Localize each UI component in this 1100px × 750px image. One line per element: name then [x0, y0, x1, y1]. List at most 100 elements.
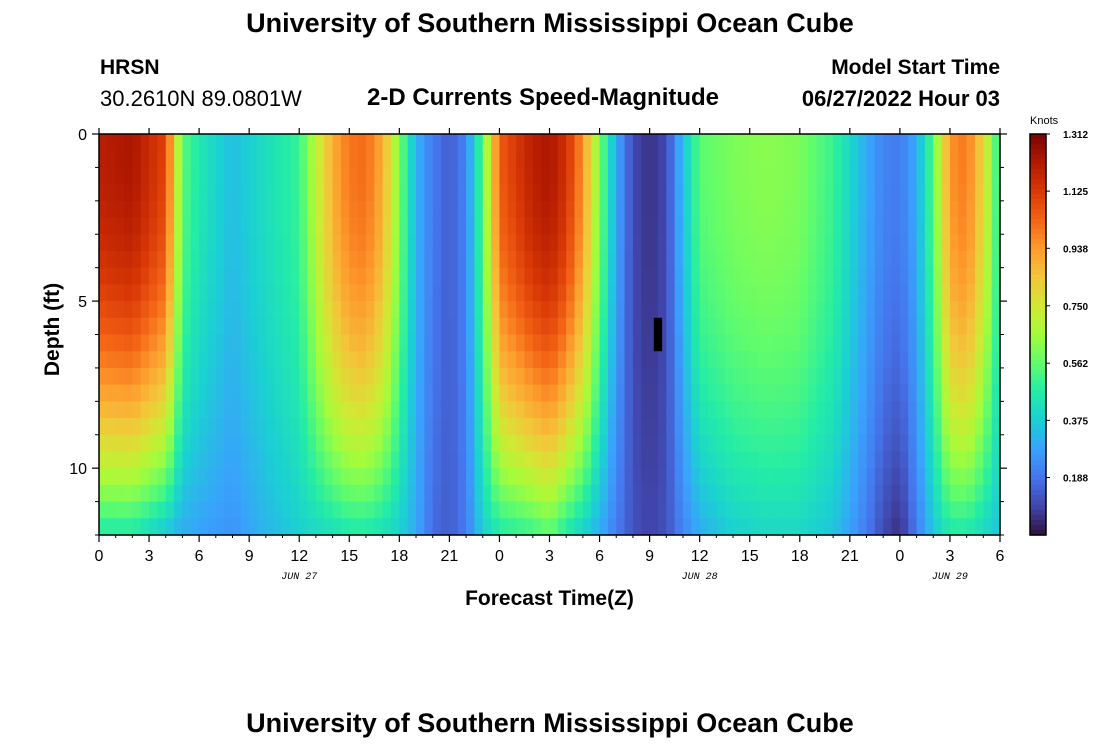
heatmap-cell — [858, 234, 868, 252]
heatmap-cell — [132, 484, 142, 503]
heatmap-cell — [257, 351, 267, 369]
heatmap-cell — [274, 234, 284, 252]
heatmap-cell — [824, 518, 834, 536]
heatmap-cell — [265, 284, 275, 302]
heatmap-cell — [749, 250, 759, 269]
heatmap-cell — [858, 284, 868, 302]
x-tick-label: 12 — [290, 548, 308, 565]
heatmap-cell — [891, 351, 901, 369]
heatmap-cell — [457, 167, 467, 185]
heatmap-cell — [866, 317, 876, 336]
heatmap-cell — [641, 451, 651, 469]
heatmap-cell — [115, 134, 125, 152]
heatmap-cell — [599, 401, 609, 419]
heatmap-cell — [290, 468, 300, 486]
heatmap-cell — [874, 250, 884, 269]
heatmap-cell — [124, 150, 133, 169]
heatmap-cell — [516, 501, 526, 519]
heatmap-cell — [399, 200, 409, 219]
heatmap-cell — [574, 468, 584, 486]
heatmap-cell — [991, 468, 1001, 486]
heatmap-cell — [674, 468, 684, 486]
heatmap-cell — [474, 384, 484, 402]
heatmap-cell — [808, 301, 818, 319]
heatmap-cell — [416, 184, 425, 202]
heatmap-cell — [190, 418, 200, 436]
heatmap-cell — [416, 501, 425, 519]
heatmap-cell — [766, 184, 776, 202]
heatmap-cell — [491, 418, 501, 436]
heatmap-cell — [457, 200, 467, 219]
heatmap-cell — [783, 150, 793, 169]
heatmap-cell — [449, 334, 459, 352]
heatmap-cell — [591, 167, 601, 185]
heatmap-cell — [407, 351, 417, 369]
heatmap-cell — [858, 351, 868, 369]
heatmap-cell — [858, 418, 868, 436]
heatmap-cell — [574, 501, 584, 519]
heatmap-cell — [641, 367, 651, 386]
heatmap-cell — [582, 184, 592, 202]
heatmap-cell — [349, 200, 359, 219]
heatmap-cell — [349, 167, 359, 185]
heatmap-cell — [99, 418, 108, 436]
heatmap-cell — [733, 468, 742, 486]
heatmap-cell — [733, 384, 742, 402]
heatmap-cell — [340, 250, 350, 269]
heatmap-cell — [507, 518, 517, 536]
x-tick-label: 3 — [545, 548, 554, 565]
heatmap-cell — [749, 501, 759, 519]
heatmap-cell — [808, 150, 818, 169]
heatmap-cell — [182, 367, 192, 386]
heatmap-cell — [274, 518, 284, 536]
heatmap-cell — [157, 451, 167, 469]
heatmap-cell — [933, 184, 943, 202]
heatmap-cell — [390, 250, 400, 269]
heatmap-cell — [474, 150, 484, 169]
colorbar-segment — [1030, 189, 1046, 195]
heatmap-cell — [591, 184, 601, 202]
heatmap-cell — [441, 184, 450, 202]
heatmap-cell — [115, 401, 125, 419]
heatmap-cell — [641, 351, 651, 369]
heatmap-cell — [741, 284, 751, 302]
heatmap-cell — [491, 317, 501, 336]
heatmap-cell — [916, 134, 926, 152]
heatmap-cell — [374, 468, 384, 486]
colorbar-segment — [1030, 289, 1046, 295]
heatmap-cell — [691, 184, 701, 202]
heatmap-cell — [682, 468, 692, 486]
heatmap-cell — [599, 351, 609, 369]
heatmap-cell — [741, 317, 751, 336]
heatmap-cell — [390, 150, 400, 169]
heatmap-cell — [566, 418, 576, 436]
heatmap-cell — [799, 434, 809, 453]
colorbar-frame — [1029, 133, 1047, 536]
heatmap-cell — [783, 451, 793, 469]
heatmap-cell — [949, 167, 959, 185]
heatmap-cell — [908, 234, 918, 252]
heatmap-cell — [733, 451, 742, 469]
heatmap-cell — [774, 250, 784, 269]
heatmap-cell — [682, 501, 692, 519]
heatmap-cell — [649, 351, 659, 369]
colorbar-segment — [1030, 164, 1046, 170]
heatmap-cell — [265, 167, 275, 185]
heatmap-cell — [432, 150, 442, 169]
heatmap-cell — [866, 167, 876, 185]
heatmap-cell — [949, 484, 959, 503]
heatmap-cell — [224, 234, 234, 252]
heatmap-cell — [157, 317, 167, 336]
heatmap-cell — [507, 200, 517, 219]
heatmap-cell — [666, 184, 676, 202]
heatmap-cell — [240, 468, 250, 486]
heatmap-cell — [983, 451, 993, 469]
heatmap-cell — [199, 418, 209, 436]
heatmap-cell — [424, 384, 434, 402]
heatmap-cell — [115, 167, 125, 185]
heatmap-cell — [290, 267, 300, 285]
heatmap-cell — [207, 267, 217, 285]
heatmap-cell — [249, 418, 259, 436]
heatmap-cell — [983, 284, 993, 302]
heatmap-cell — [674, 518, 684, 536]
